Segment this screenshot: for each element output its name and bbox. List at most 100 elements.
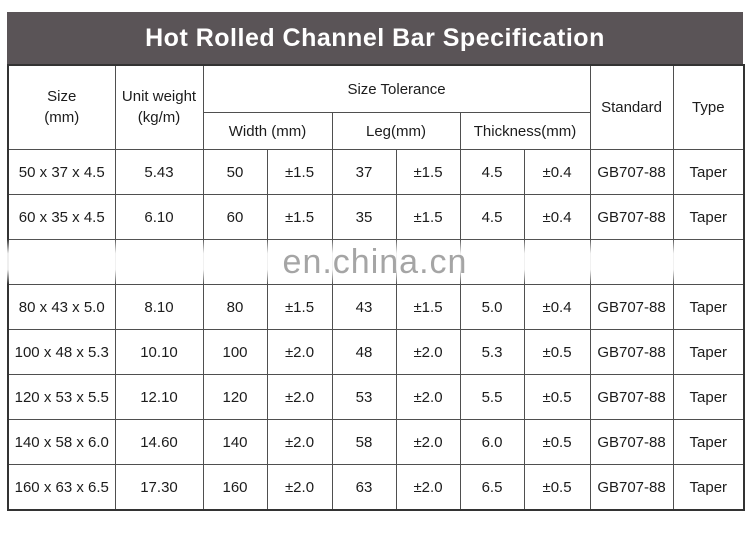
col-header-unit-weight: Unit weight (kg/m) [114,64,204,150]
empty-cell [523,239,591,285]
table-row: 50 x 37 x 4.5 5.43 50 ±1.5 37 ±1.5 4.5 ±0.4 GB70… [7,149,745,195]
table-cell: 160 x 63 x 6.5 [7,464,116,511]
empty-cell [114,239,204,285]
empty-cell [589,239,674,285]
table-cell: GB707-88 [589,194,674,240]
col-header-size: Size (mm) [7,64,116,150]
table-cell: 6.0 [459,419,525,465]
table-cell: 35 [331,194,397,240]
table-cell: 80 [202,284,268,330]
empty-cell [672,239,745,285]
table-cell: 50 x 37 x 4.5 [7,149,116,195]
table-cell: 100 [202,329,268,375]
table-cell: 53 [331,374,397,420]
table-cell: ±1.5 [395,284,461,330]
table-cell: Taper [672,374,745,420]
table-cell: 50 [202,149,268,195]
table-cell: Taper [672,329,745,375]
table-body: 50 x 37 x 4.5 5.43 50 ±1.5 37 ±1.5 4.5 ±0.4 GB70… [7,149,745,511]
table-cell: Taper [672,149,745,195]
table-cell: 5.5 [459,374,525,420]
table-cell: ±0.4 [523,149,591,195]
table-cell: ±2.0 [266,464,333,511]
empty-cell [395,239,461,285]
table-row: 80 x 43 x 5.0 8.10 80 ±1.5 43 ±1.5 5.0 ±0.4 GB70… [7,284,745,330]
table-row: 60 x 35 x 4.5 6.10 60 ±1.5 35 ±1.5 4.5 ±0.4 GB70… [7,194,745,240]
table-cell: 140 x 58 x 6.0 [7,419,116,465]
table-cell: GB707-88 [589,284,674,330]
table-cell: 6.10 [114,194,204,240]
table-cell: ±1.5 [266,284,333,330]
table-cell: ±1.5 [266,149,333,195]
table-cell: 80 x 43 x 5.0 [7,284,116,330]
table-cell: 63 [331,464,397,511]
table-cell: ±0.5 [523,329,591,375]
table-row: 160 x 63 x 6.5 17.30 160 ±2.0 63 ±2.0 6.5 ±0.5 G… [7,464,745,511]
table-cell: GB707-88 [589,149,674,195]
table-cell: 5.0 [459,284,525,330]
table-cell: 100 x 48 x 5.3 [7,329,116,375]
empty-cell [331,239,397,285]
table-cell: ±2.0 [266,374,333,420]
table-cell: ±2.0 [395,419,461,465]
table-cell: ±0.5 [523,464,591,511]
col-header-standard: Standard [589,64,674,150]
table-cell: 8.10 [114,284,204,330]
table-cell: Taper [672,419,745,465]
table-cell: ±1.5 [395,194,461,240]
table-cell: 6.5 [459,464,525,511]
table-cell: ±0.5 [523,419,591,465]
table-cell: ±2.0 [395,464,461,511]
table-cell: Taper [672,284,745,330]
table-cell: 17.30 [114,464,204,511]
table-cell: 60 [202,194,268,240]
col-header-leg: Leg(mm) [331,112,461,150]
table-cell: 10.10 [114,329,204,375]
table-row: 140 x 58 x 6.0 14.60 140 ±2.0 58 ±2.0 6.0 ±0.5 G… [7,419,745,465]
col-header-width: Width (mm) [202,112,333,150]
table-cell: 37 [331,149,397,195]
table-cell: 4.5 [459,149,525,195]
col-header-thickness: Thickness(mm) [459,112,591,150]
table-cell: 14.60 [114,419,204,465]
table-cell: GB707-88 [589,329,674,375]
table-cell: Taper [672,194,745,240]
table-cell: 5.3 [459,329,525,375]
title-banner: Hot Rolled Channel Bar Specification [7,12,743,64]
table-cell: ±2.0 [266,329,333,375]
table-cell: 60 x 35 x 4.5 [7,194,116,240]
table-cell: ±2.0 [266,419,333,465]
table-cell: 120 [202,374,268,420]
specification-table: Size (mm) Unit weight (kg/m) Size Tolera… [7,64,746,511]
table-cell: ±2.0 [395,329,461,375]
table-row: 120 x 53 x 5.5 12.10 120 ±2.0 53 ±2.0 5.5 ±0.5 G… [7,374,745,420]
table-cell: 43 [331,284,397,330]
table-cell: 5.43 [114,149,204,195]
page-title: Hot Rolled Channel Bar Specification [145,23,605,52]
table-cell: 4.5 [459,194,525,240]
table-cell: GB707-88 [589,464,674,511]
empty-cell [7,239,116,285]
table-cell: ±1.5 [266,194,333,240]
table-cell: ±0.4 [523,194,591,240]
table-cell: 120 x 53 x 5.5 [7,374,116,420]
empty-cell [266,239,333,285]
table-cell: ±2.0 [395,374,461,420]
table-row: 100 x 48 x 5.3 10.10 100 ±2.0 48 ±2.0 5.3 ±0.5 G… [7,329,745,375]
table-cell: ±0.5 [523,374,591,420]
watermark-row [7,239,745,285]
col-header-type: Type [672,64,745,150]
table-cell: 58 [331,419,397,465]
table-cell: Taper [672,464,745,511]
col-header-size-tolerance: Size Tolerance [202,64,591,113]
table-cell: 160 [202,464,268,511]
table-cell: 140 [202,419,268,465]
table-header: Size (mm) Unit weight (kg/m) Size Tolera… [7,64,745,150]
table-cell: 12.10 [114,374,204,420]
table-cell: GB707-88 [589,374,674,420]
table-cell: ±1.5 [395,149,461,195]
table-cell: 48 [331,329,397,375]
empty-cell [202,239,268,285]
table-cell: ±0.4 [523,284,591,330]
